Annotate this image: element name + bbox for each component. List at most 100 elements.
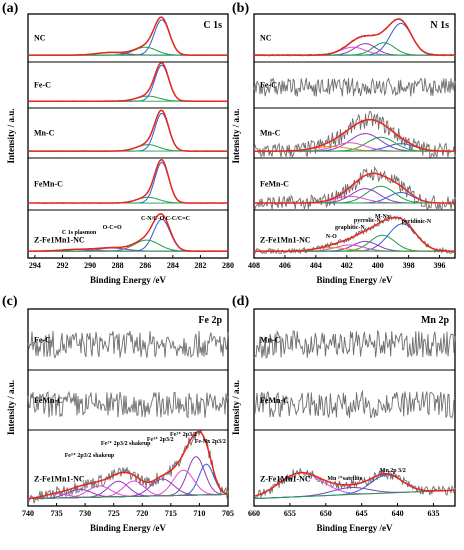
peak-annotation: pyridinic-N — [402, 219, 432, 225]
sample-label: Fe-C — [34, 80, 51, 89]
spectrum-data-line — [253, 468, 456, 500]
component-peak-line — [28, 64, 228, 102]
peak-annotation: Fe³⁺ 2p3/2 shakeup — [65, 452, 115, 459]
x-axis-label: Binding Energy /eV — [90, 275, 167, 285]
panel-label: (a) — [2, 1, 19, 16]
x-axis-label: Binding Energy /eV — [90, 523, 167, 533]
x-tick-label: 294 — [29, 261, 41, 270]
sample-label: FeMn-C — [260, 180, 289, 189]
sample-label: Mn-C — [34, 129, 55, 138]
x-tick-label: 406 — [279, 261, 291, 270]
x-tick-label: 720 — [136, 509, 148, 518]
fit-envelope-line — [28, 430, 229, 500]
fit-envelope-line — [28, 16, 228, 56]
y-axis-label: Intensity / a.u. — [231, 380, 241, 435]
sample-label: FeMn-C — [34, 180, 63, 189]
text-layer: (a) C 1s 294 292 290 288 286 284 282 280 Binding E… — [2, 1, 449, 533]
panel-frame — [253, 308, 456, 507]
component-peak-line — [28, 112, 228, 152]
x-tick-label: 284 — [167, 261, 179, 270]
panel-label: (d) — [232, 294, 249, 309]
x-tick-label: 735 — [51, 509, 63, 518]
peak-annotation: Fe-Nx 2p3/2 — [195, 439, 226, 445]
x-tick-label: 725 — [108, 509, 120, 518]
spectrum-data-line — [27, 109, 229, 153]
y-axis-label: Intensity / a.u. — [6, 380, 16, 435]
fit-envelope-line — [253, 471, 456, 498]
x-tick-label: 396 — [434, 261, 446, 270]
x-axis-label: Binding Energy /eV — [316, 523, 393, 533]
panel-frame — [253, 13, 456, 259]
sample-label: NC — [34, 33, 46, 42]
fit-envelope-line — [254, 216, 455, 252]
x-tick-label: 710 — [193, 509, 205, 518]
peak-annotation: graphitic-N — [335, 225, 365, 231]
panel-label: (b) — [232, 1, 249, 16]
y-axis-label: Intensity / a.u. — [6, 108, 16, 163]
x-tick-label: 740 — [22, 509, 34, 518]
x-axis-label: Binding Energy /eV — [316, 275, 393, 285]
fit-envelope-line — [254, 118, 455, 152]
sample-label: FeMn-C — [260, 396, 289, 405]
spectrum-data-line — [28, 62, 229, 103]
component-peak-line — [254, 185, 455, 204]
frames-layer — [27, 13, 456, 507]
spectrum-data-line — [253, 77, 456, 97]
peak-annotation: Mn ²⁺satellite — [327, 475, 362, 482]
background-line — [253, 489, 456, 500]
x-tick-label: 398 — [403, 261, 415, 270]
sample-label: NC — [260, 33, 272, 42]
spectrum-data-line — [253, 329, 456, 359]
peak-annotation: C-C/C=C — [166, 216, 190, 222]
x-tick-label: 650 — [320, 509, 332, 518]
x-tick-label: 282 — [194, 261, 206, 270]
fit-envelope-line — [254, 18, 455, 56]
component-peak-line — [28, 19, 228, 56]
peak-annotation: Fe²⁺ 2p3/2 — [170, 431, 197, 438]
x-tick-label: 402 — [341, 261, 353, 270]
spectrum-data-line — [27, 16, 229, 57]
curves-layer — [27, 16, 456, 504]
sample-label: Fe-C — [260, 80, 277, 89]
component-peak-line — [254, 43, 455, 56]
peak-annotation: pyrrolic-N — [354, 218, 382, 224]
sample-label: Fe-C — [34, 336, 51, 345]
panel-frame — [27, 13, 229, 259]
x-tick-label: 705 — [222, 509, 234, 518]
spectrum-data-line — [27, 390, 229, 419]
fit-envelope-line — [28, 109, 228, 152]
panel-frame — [27, 308, 229, 507]
sample-label: Z-Fe1Mn1-NC — [260, 475, 311, 484]
sample-label: Z-Fe1Mn1-NC — [34, 475, 85, 484]
x-tick-label: 655 — [284, 509, 296, 518]
x-tick-label: 645 — [356, 509, 368, 518]
x-tick-label: 400 — [372, 261, 384, 270]
sample-label: Mn-C — [260, 129, 281, 138]
spectrum-data-line — [253, 18, 456, 57]
peak-annotation: M-Nx — [375, 214, 390, 220]
x-tick-label: 286 — [139, 261, 151, 270]
x-tick-label: 280 — [222, 261, 234, 270]
fit-envelope-line — [254, 172, 455, 204]
element-label: N 1s — [430, 20, 449, 31]
fit-envelope-line — [28, 213, 228, 252]
x-tick-label: 660 — [248, 509, 260, 518]
sample-label: Mn-C — [260, 336, 281, 345]
spectrum-data-line — [253, 389, 456, 419]
spectrum-data-line — [253, 165, 456, 211]
peak-annotation: C-N/C-O — [141, 216, 165, 222]
peak-annotation: Fe³⁺ 2p3/2 — [147, 436, 174, 443]
x-tick-label: 715 — [165, 509, 177, 518]
spectrum-data-line — [27, 330, 229, 359]
fit-envelope-line — [28, 159, 228, 204]
sample-label: FeMn-C — [34, 396, 63, 405]
peak-annotation: Fe²⁺ 2p3/2 shakeup — [101, 440, 151, 447]
peak-annotation: N-O — [326, 234, 337, 240]
panel-label: (c) — [2, 294, 18, 309]
x-tick-label: 635 — [427, 509, 439, 518]
peak-annotation: O-C=O — [103, 225, 122, 231]
element-label: Mn 2p — [421, 315, 450, 326]
fit-envelope-line — [28, 62, 228, 102]
element-label: Fe 2p — [198, 315, 222, 326]
